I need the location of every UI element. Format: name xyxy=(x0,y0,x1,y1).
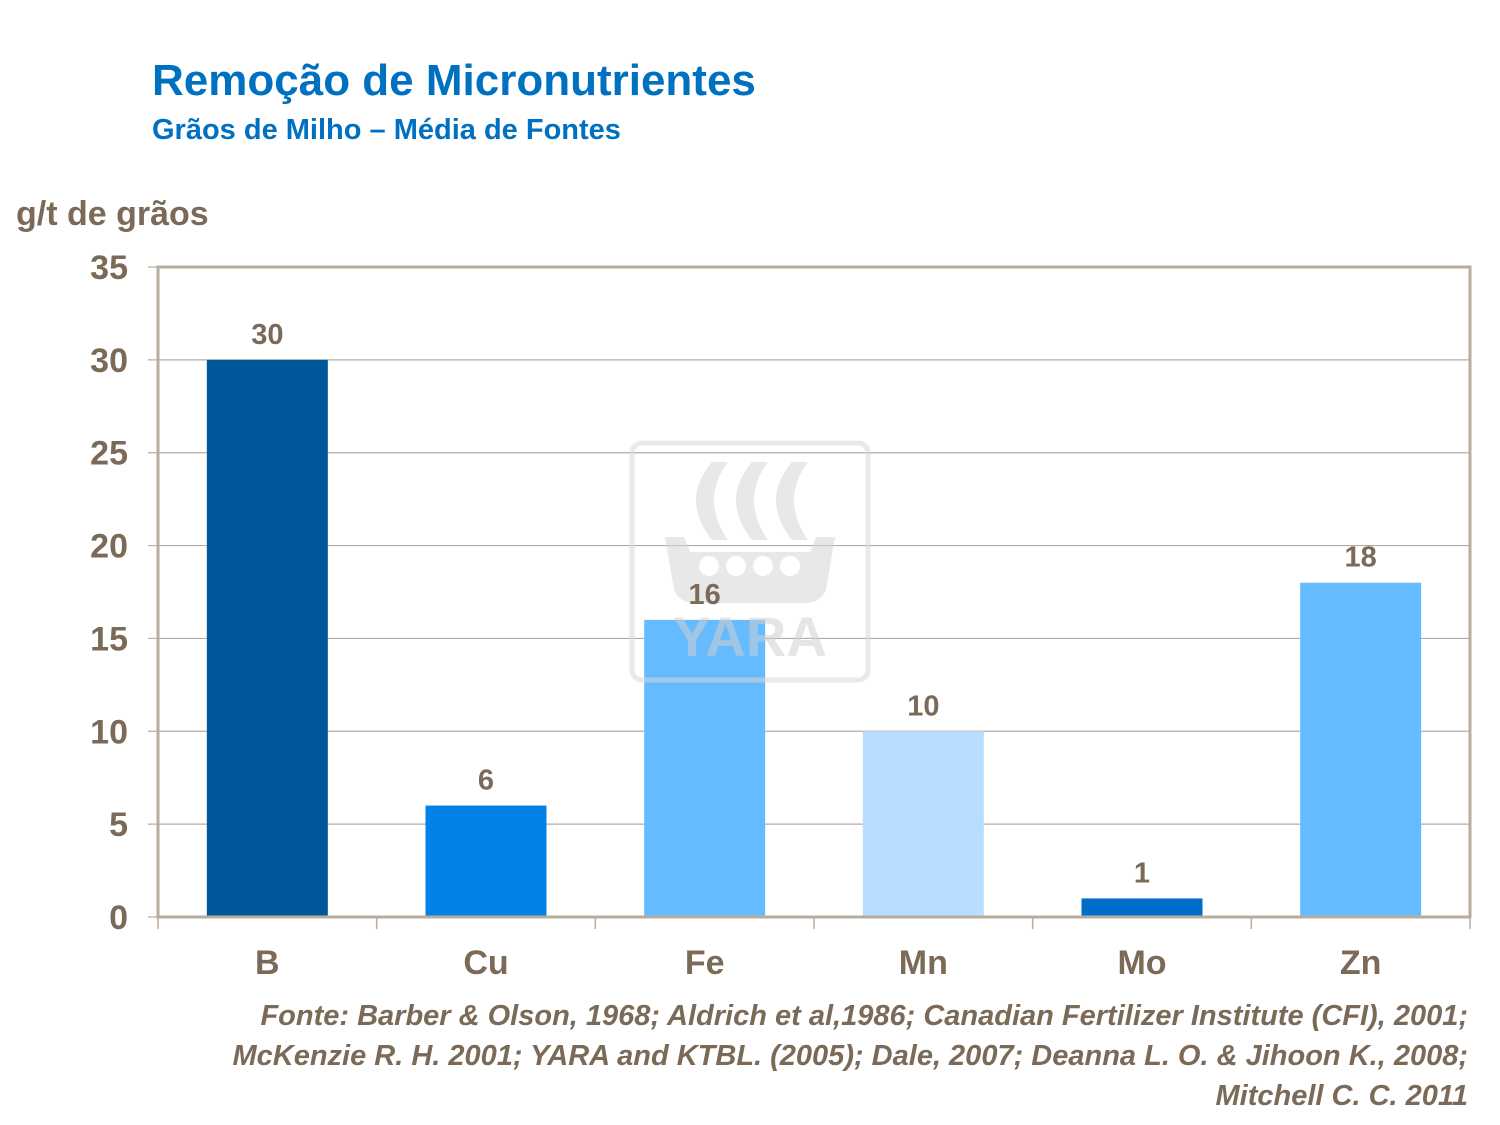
x-tick-label: Mo xyxy=(1117,944,1166,982)
y-tick-label: 0 xyxy=(109,899,128,937)
y-axis-label: g/t de grãos xyxy=(16,195,209,233)
watermark-text: YARA xyxy=(673,605,827,668)
y-tick-label: 20 xyxy=(90,528,128,566)
data-label: 1 xyxy=(1134,857,1150,889)
chart-title: Remoção de Micronutrientes xyxy=(152,56,756,105)
data-label: 30 xyxy=(251,319,283,351)
chart-subtitle: Grãos de Milho – Média de Fontes xyxy=(152,114,621,146)
y-tick-label: 5 xyxy=(109,806,128,844)
bar-mn xyxy=(862,731,984,917)
bar-zn xyxy=(1300,582,1422,917)
data-label: 18 xyxy=(1345,542,1377,574)
data-label: 10 xyxy=(907,690,939,722)
y-tick-label: 35 xyxy=(90,249,128,287)
bar-fe xyxy=(644,619,766,917)
y-tick-label: 10 xyxy=(90,713,128,751)
y-tick-label: 25 xyxy=(90,435,128,473)
bar-mo xyxy=(1081,898,1203,917)
data-label: 6 xyxy=(478,765,494,797)
yara-logo-watermark: YARA xyxy=(629,440,871,683)
x-tick-label: Zn xyxy=(1340,944,1382,982)
bar-b xyxy=(206,359,328,917)
y-tick-label: 15 xyxy=(90,620,128,658)
x-tick-label: B xyxy=(255,944,280,982)
x-tick-label: Fe xyxy=(685,944,725,982)
bar-cu xyxy=(425,805,547,917)
source-citation: Fonte: Barber & Olson, 1968; Aldrich et … xyxy=(232,1000,1468,1112)
bar-chart: YARA 30 6 16 10 1 18 0 5 10 15 20 25 30 35 B Cu Fe Mn Mo Z… xyxy=(90,249,1472,982)
y-tick-label: 30 xyxy=(90,342,128,380)
data-label: 16 xyxy=(689,579,721,611)
x-tick-label: Mn xyxy=(899,944,948,982)
x-tick-label: Cu xyxy=(463,944,508,982)
